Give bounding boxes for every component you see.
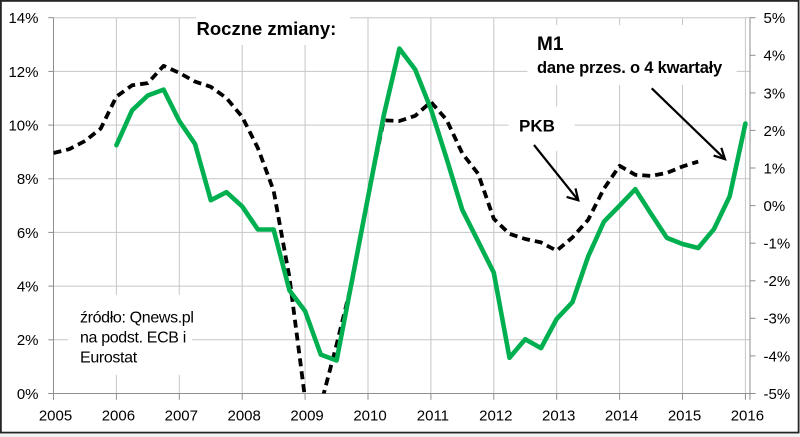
svg-text:4%: 4%	[17, 279, 39, 296]
svg-text:2010: 2010	[353, 407, 386, 424]
svg-text:0%: 0%	[764, 198, 786, 215]
svg-text:-3%: -3%	[764, 311, 791, 328]
svg-text:14%: 14%	[8, 10, 38, 27]
svg-text:4%: 4%	[764, 48, 786, 65]
svg-text:6%: 6%	[17, 225, 39, 242]
svg-text:2007: 2007	[165, 407, 198, 424]
svg-text:2011: 2011	[417, 407, 449, 424]
svg-text:Eurostat: Eurostat	[80, 349, 138, 366]
svg-text:5%: 5%	[764, 10, 786, 27]
svg-text:2005: 2005	[39, 407, 72, 424]
svg-text:12%: 12%	[8, 64, 38, 81]
svg-text:-2%: -2%	[764, 273, 791, 290]
svg-text:-4%: -4%	[764, 348, 791, 365]
svg-text:2009: 2009	[290, 407, 323, 424]
svg-text:dane przes. o 4 kwartały: dane przes. o 4 kwartały	[537, 59, 723, 77]
svg-text:10%: 10%	[8, 118, 38, 135]
svg-text:2015: 2015	[668, 407, 701, 424]
svg-text:2%: 2%	[17, 332, 39, 349]
svg-text:-5%: -5%	[764, 386, 791, 403]
svg-text:2014: 2014	[605, 407, 638, 424]
svg-text:3%: 3%	[764, 85, 786, 102]
svg-text:2012: 2012	[479, 407, 512, 424]
svg-text:2%: 2%	[764, 123, 786, 140]
svg-text:0%: 0%	[17, 386, 39, 403]
svg-text:2013: 2013	[542, 407, 575, 424]
svg-text:PKB: PKB	[519, 117, 555, 136]
svg-text:źródło: Qnews.pl: źródło: Qnews.pl	[80, 310, 194, 327]
svg-text:M1: M1	[537, 34, 564, 55]
svg-text:na podst. ECB i: na podst. ECB i	[80, 330, 186, 347]
svg-text:2016: 2016	[731, 407, 764, 424]
svg-text:1%: 1%	[764, 160, 786, 177]
svg-text:8%: 8%	[17, 171, 39, 188]
svg-text:2006: 2006	[102, 407, 135, 424]
svg-text:Roczne zmiany:: Roczne zmiany:	[197, 18, 337, 39]
svg-text:2008: 2008	[228, 407, 261, 424]
svg-text:-1%: -1%	[764, 236, 791, 253]
